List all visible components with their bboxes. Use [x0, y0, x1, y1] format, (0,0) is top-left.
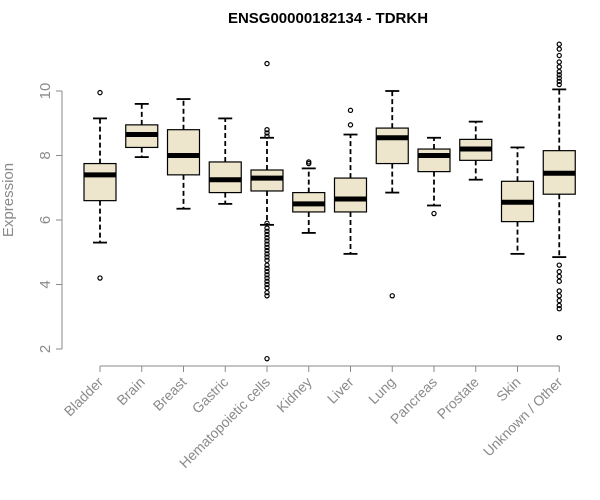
x-tick-label: Kidney	[273, 374, 315, 416]
outlier-point	[556, 68, 562, 75]
y-tick-label: 2	[37, 345, 54, 353]
box-iqr	[417, 148, 451, 173]
outlier-point	[264, 285, 270, 291]
outlier-point	[556, 268, 562, 275]
outlier-point	[556, 46, 562, 52]
outlier-point	[556, 335, 562, 341]
outlier-point	[264, 268, 270, 275]
x-tick-label: Liver	[324, 374, 357, 407]
outlier-point	[264, 281, 270, 288]
outlier-point	[264, 241, 270, 247]
box-group	[292, 159, 326, 234]
box-iqr	[333, 177, 368, 213]
x-tick-label: Brain	[113, 374, 147, 408]
outlier-point	[556, 75, 562, 81]
outlier-point	[264, 257, 270, 264]
outlier-point	[264, 244, 270, 251]
x-tick-label: Prostate	[434, 374, 482, 422]
outlier-point	[556, 41, 562, 47]
outlier-point	[264, 275, 270, 281]
box-group	[208, 117, 242, 205]
outlier-point	[556, 305, 562, 312]
outlier-point	[264, 247, 270, 254]
box-iqr	[375, 127, 409, 165]
outlier-point	[264, 278, 270, 284]
outlier-point	[264, 272, 270, 278]
outlier-point	[264, 228, 270, 234]
outlier-point	[264, 133, 270, 139]
chart-title: ENSG00000182134 - TDRKH	[228, 10, 428, 27]
box-group	[459, 120, 493, 181]
x-tick-label: Skin	[493, 374, 524, 405]
box-group	[417, 136, 451, 217]
x-tick-label: Unknown / Other	[480, 374, 566, 460]
x-tick-label: Breast	[150, 374, 190, 414]
outlier-point	[264, 235, 270, 241]
outlier-point	[264, 293, 270, 299]
outlier-point	[264, 238, 270, 244]
outlier-point	[556, 297, 562, 304]
y-tick-label: 8	[37, 151, 54, 159]
outlier-point	[264, 126, 270, 133]
outlier-point	[264, 265, 270, 272]
outlier-point	[264, 251, 270, 257]
outlier-point	[556, 262, 562, 268]
outlier-point	[556, 81, 562, 88]
outlier-point	[347, 107, 354, 114]
y-tick-label: 10	[37, 83, 54, 100]
outlier-point	[264, 130, 270, 136]
outlier-point	[264, 262, 270, 268]
outlier-point	[347, 122, 354, 128]
box-group	[375, 90, 409, 299]
y-tick-label: 6	[37, 216, 54, 224]
outlier-point	[264, 355, 270, 362]
outlier-point	[306, 160, 312, 167]
box-group	[125, 103, 159, 159]
outlier-point	[556, 52, 562, 59]
outlier-point	[431, 210, 437, 217]
outlier-point	[556, 293, 562, 299]
box-group	[250, 60, 284, 362]
box-group	[542, 41, 576, 341]
outlier-point	[556, 64, 562, 70]
outlier-point	[389, 293, 395, 299]
y-tick-label: 4	[37, 280, 54, 288]
outlier-point	[264, 231, 270, 238]
boxes	[83, 41, 576, 362]
x-tick-label: Lung	[365, 374, 398, 407]
outlier-point	[97, 275, 103, 281]
outlier-point	[264, 289, 270, 296]
box-group	[166, 98, 201, 210]
outlier-point	[264, 220, 270, 226]
x-tick-label: Bladder	[61, 374, 107, 420]
box-iqr	[166, 129, 201, 176]
outlier-point	[556, 78, 562, 85]
outlier-point	[97, 89, 103, 96]
box-group	[333, 107, 368, 255]
outlier-point	[556, 288, 562, 294]
outlier-point	[556, 72, 562, 78]
outlier-point	[264, 60, 270, 67]
outlier-point	[556, 59, 562, 65]
box-group	[500, 146, 535, 255]
outlier-point	[556, 273, 562, 280]
outlier-point	[264, 225, 270, 231]
box-group	[83, 89, 117, 281]
outlier-point	[556, 302, 562, 309]
box-iqr	[83, 162, 117, 202]
outlier-point	[264, 254, 270, 260]
outlier-point	[556, 278, 562, 284]
y-axis-label: Expression	[0, 163, 17, 237]
